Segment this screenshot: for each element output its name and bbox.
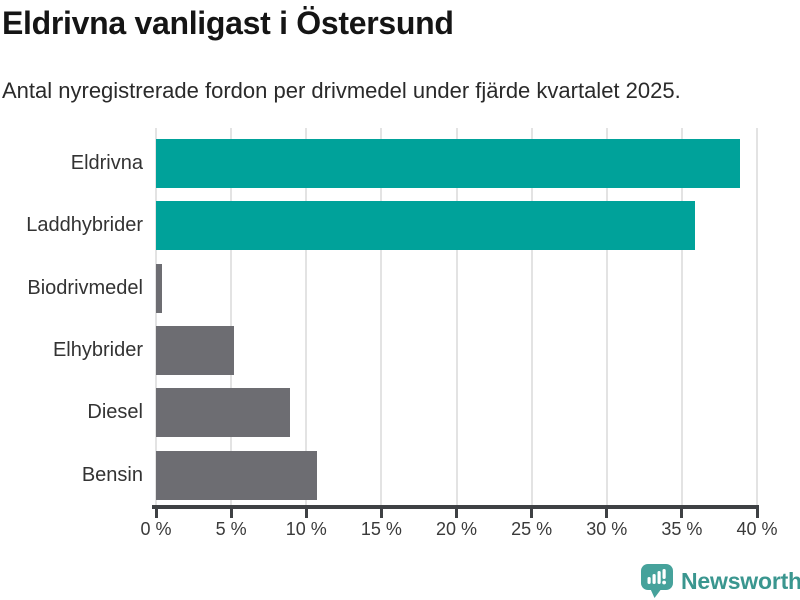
x-tick-label: 0 % xyxy=(140,519,172,539)
x-tick xyxy=(680,505,684,518)
bar xyxy=(156,325,235,375)
x-tick xyxy=(379,505,383,518)
category-label: Eldrivna xyxy=(70,152,143,174)
gridline xyxy=(455,128,458,505)
category-label: Bensin xyxy=(81,463,143,486)
x-tick xyxy=(229,505,233,518)
x-tick xyxy=(530,505,534,518)
brand-footer: Newsworthy xyxy=(640,563,800,599)
chart-subtitle: Antal nyregistrerade fordon per drivmede… xyxy=(2,78,681,103)
category-label: Elhybrider xyxy=(52,338,143,361)
x-tick xyxy=(605,505,609,518)
category-labels: Eldrivna Laddhybrider Biodrivmedel Elhybrid… xyxy=(0,128,144,505)
x-tick xyxy=(755,505,759,518)
bar xyxy=(156,139,741,188)
x-tick-label: 25 % xyxy=(511,519,553,539)
gridline xyxy=(305,128,308,505)
x-tick xyxy=(154,505,158,518)
bar xyxy=(156,263,162,313)
x-tick-label: 35 % xyxy=(661,519,703,539)
newsworthy-logo-icon xyxy=(641,564,673,598)
x-axis xyxy=(152,505,759,521)
x-tick-label: 30 % xyxy=(586,519,628,539)
x-tick-label: 5 % xyxy=(215,519,247,539)
category-label: Diesel xyxy=(87,401,143,424)
x-tick-label: 15 % xyxy=(360,519,402,539)
gridline xyxy=(155,128,157,505)
plot-area xyxy=(155,128,758,505)
x-tick xyxy=(455,505,458,518)
chart-title: Eldrivna vanligast i Östersund xyxy=(2,5,454,41)
brand-name: Newsworthy xyxy=(681,567,800,594)
x-tick-label: 10 % xyxy=(285,519,327,539)
gridline xyxy=(680,128,683,505)
bar xyxy=(156,388,290,438)
category-label: Laddhybrider xyxy=(26,214,143,237)
x-tick-label: 20 % xyxy=(435,519,478,539)
gridline xyxy=(605,128,608,505)
x-tick-label: 40 % xyxy=(736,519,778,539)
gridline xyxy=(380,128,383,505)
x-tick xyxy=(304,505,308,518)
gridline xyxy=(230,128,233,505)
gridline xyxy=(530,128,533,505)
bar xyxy=(156,201,696,251)
bar xyxy=(156,450,317,500)
category-label: Biodrivmedel xyxy=(27,276,143,299)
gridline xyxy=(756,128,758,505)
